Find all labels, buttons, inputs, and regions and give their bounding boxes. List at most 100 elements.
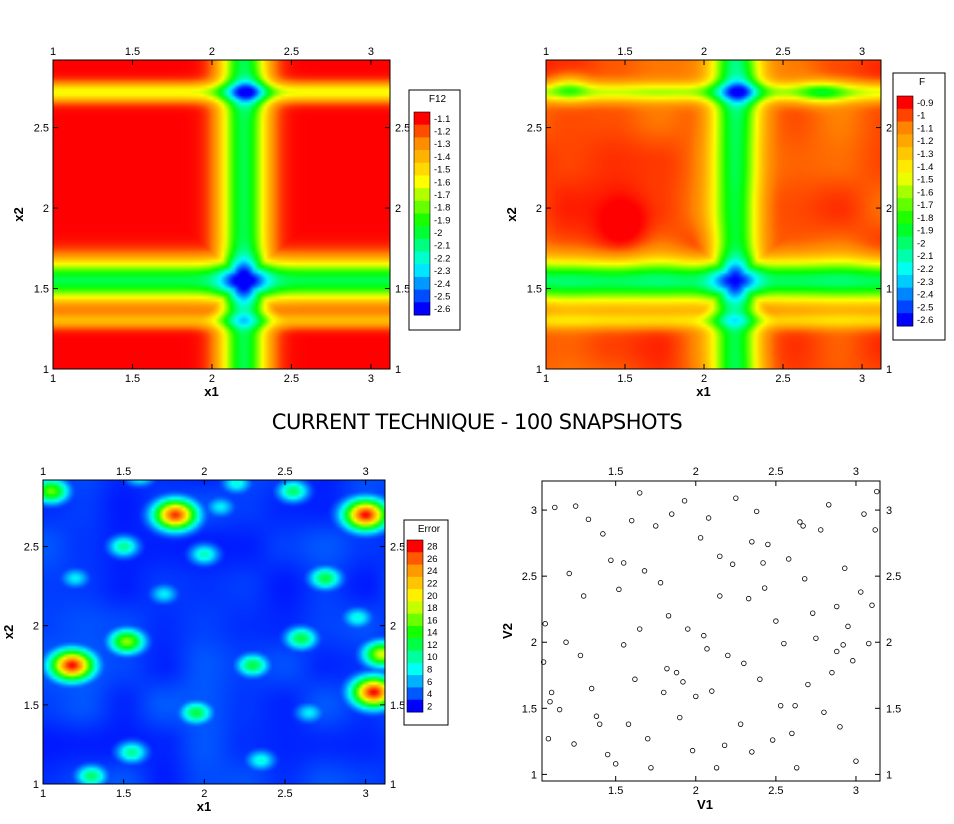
legend-label: 6 [427, 677, 432, 688]
scatter-point [556, 706, 563, 713]
legend-label: -1.9 [917, 226, 933, 237]
x-axis-label: x1 [696, 384, 710, 399]
x-tick-label: 2 [701, 373, 707, 385]
y-tick-label-right: 2 [390, 621, 396, 633]
legend-swatch [414, 124, 430, 138]
scatter-point [563, 639, 569, 645]
x-tick-label: 3 [368, 373, 374, 385]
scatter-point [813, 635, 819, 641]
scatter-point [637, 626, 643, 632]
legend-swatch [407, 687, 423, 701]
y-tick-label: 1 [531, 769, 537, 781]
y-tick-label: 2.5 [522, 571, 537, 583]
x-tick-label-top: 2.5 [284, 46, 299, 58]
legend-label: -1.7 [434, 190, 450, 201]
y-tick-label: 2.5 [24, 542, 39, 554]
legend-swatch [407, 564, 423, 578]
scatter-point [789, 730, 795, 737]
legend-swatch [897, 134, 913, 148]
scatter-point [729, 561, 736, 567]
scatter-point [600, 531, 606, 537]
legend-swatch [407, 540, 423, 553]
legend-swatch [414, 302, 430, 316]
legend-label: -1.6 [434, 177, 450, 188]
legend-label: 14 [427, 628, 438, 639]
scatter-point [761, 585, 768, 591]
scatter-point [853, 758, 859, 764]
legend-swatch [407, 650, 423, 664]
legend-title: F [919, 77, 925, 88]
scatter-point [821, 709, 827, 715]
y-tick-label-right: 1 [886, 364, 892, 376]
legend-swatch [897, 198, 913, 212]
x-tick-label: 2.5 [768, 785, 783, 797]
y-axis-label: x2 [11, 207, 26, 221]
scatter-point [834, 603, 840, 610]
legend-swatch [407, 638, 423, 652]
legend-label: -1.4 [434, 152, 450, 163]
scatter-point [648, 765, 654, 771]
y-tick-label-right: 1 [886, 769, 892, 781]
legend-label: -1.7 [917, 200, 933, 211]
scatter-point [802, 576, 808, 582]
legend-label: -1.3 [917, 149, 933, 160]
legend-label: -1.4 [917, 162, 933, 173]
legend-swatch [414, 226, 430, 240]
scatter-point [548, 689, 555, 696]
y-tick-label-right: 2.5 [395, 123, 410, 135]
legend-swatch [414, 213, 430, 227]
legend-swatch [414, 200, 430, 214]
y-tick-label: 1 [33, 779, 39, 791]
legend-label: -1 [917, 111, 925, 122]
scatter-point [681, 498, 688, 504]
scatter-point [850, 658, 856, 664]
scatter-point [842, 565, 848, 571]
y-tick-label-right: 3 [886, 505, 892, 517]
plot-frame [541, 480, 881, 782]
legend-label: -2 [917, 238, 925, 249]
scatter-point [794, 765, 800, 771]
legend-label: -2.1 [917, 251, 933, 262]
x-tick-label-top: 3 [363, 466, 369, 478]
y-axis-label: x2 [1, 625, 16, 639]
x-tick-label-top: 1 [543, 46, 549, 58]
scatter-point [596, 721, 603, 727]
legend-label: -2.6 [917, 315, 933, 326]
y-tick-label: 2 [536, 203, 542, 215]
scatter-point [577, 652, 584, 659]
scatter-point [585, 516, 592, 523]
scatter-point [749, 749, 755, 755]
scatter-point [629, 517, 635, 524]
legend-label: -0.9 [917, 98, 933, 109]
legend-swatch [414, 188, 430, 202]
scatter-point [616, 586, 622, 593]
x-tick-label-top: 2.5 [277, 466, 292, 478]
legend-label: -2.6 [434, 304, 450, 315]
scatter-point [673, 669, 680, 676]
legend-swatch [897, 287, 913, 301]
scatter-point [645, 736, 651, 742]
scatter-point [572, 503, 579, 509]
scatter-point [785, 556, 792, 562]
scatter-point [861, 511, 867, 517]
scatter-point [800, 523, 806, 529]
scatter-point [540, 659, 547, 665]
scatter-point [721, 742, 728, 749]
legend-label: 10 [427, 652, 438, 663]
legend-swatch [897, 172, 913, 186]
legend-label: 24 [427, 566, 438, 577]
legend-swatch [414, 276, 430, 291]
x-tick-label-top: 2.5 [768, 466, 783, 478]
scatter-point [625, 721, 632, 727]
y-tick-label-right: 2 [395, 203, 401, 215]
x-tick-label: 2 [209, 373, 215, 385]
scatter-point [705, 515, 712, 521]
scatter-point [733, 495, 739, 501]
scatter-point [874, 488, 880, 495]
scatter-point [792, 702, 798, 709]
legend-title: F12 [429, 94, 447, 105]
scatter-point [580, 593, 587, 599]
scatter-point [866, 640, 872, 647]
